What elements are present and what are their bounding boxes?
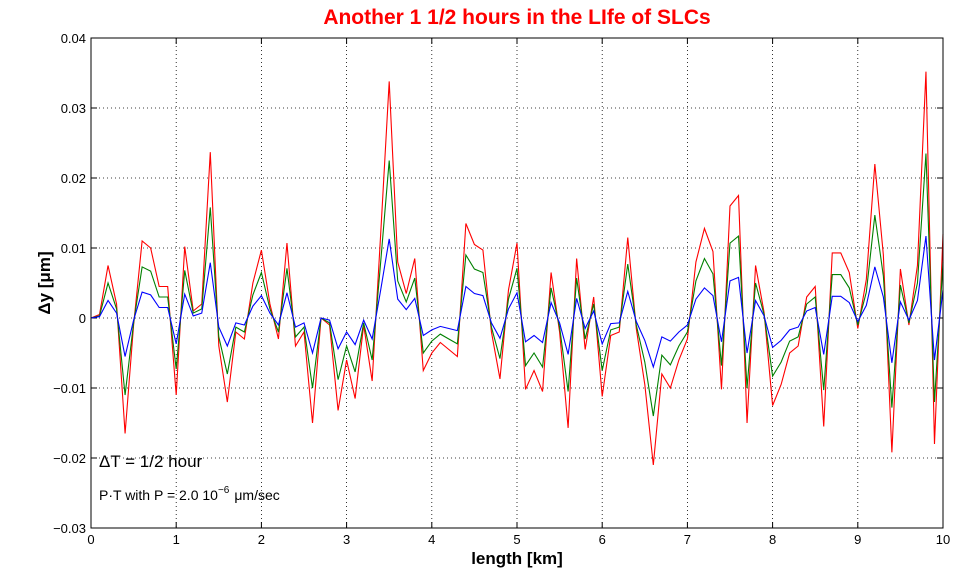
y-axis-label: Δy [μm] bbox=[35, 251, 54, 314]
x-tick-label: 0 bbox=[87, 532, 94, 547]
data-line bbox=[90, 153, 944, 417]
x-tick-label: 6 bbox=[599, 532, 606, 547]
x-tick-label: 10 bbox=[936, 532, 950, 547]
x-tick-label: 4 bbox=[428, 532, 435, 547]
y-tick-label: −0.03 bbox=[53, 521, 86, 536]
data-line bbox=[90, 71, 944, 466]
chart-title: Another 1 1/2 hours in the LIfe of SLCs bbox=[323, 6, 710, 29]
annotation: ΔT = 1/2 hour bbox=[99, 452, 203, 471]
annotation-part: P·T with P = 2.0 10 bbox=[99, 487, 218, 503]
annotation: P·T with P = 2.0 10−6 μm/sec bbox=[99, 485, 280, 503]
x-tick-label: 5 bbox=[513, 532, 520, 547]
x-tick-label: 3 bbox=[343, 532, 350, 547]
y-tick-label: 0.02 bbox=[61, 171, 86, 186]
y-tick-label: 0 bbox=[79, 311, 86, 326]
x-tick-label: 2 bbox=[258, 532, 265, 547]
y-tick-label: 0.01 bbox=[61, 241, 86, 256]
y-tick-label: −0.02 bbox=[53, 451, 86, 466]
data-line bbox=[90, 236, 944, 369]
x-tick-label: 7 bbox=[684, 532, 691, 547]
x-tick-label: 8 bbox=[769, 532, 776, 547]
annotation-superscript: −6 bbox=[218, 485, 230, 496]
y-tick-label: 0.04 bbox=[61, 31, 86, 46]
plot-frame bbox=[90, 37, 944, 529]
x-axis-label: length [km] bbox=[471, 549, 563, 568]
y-tick-label: 0.03 bbox=[61, 101, 86, 116]
y-tick-label: −0.01 bbox=[53, 381, 86, 396]
x-tick-label: 9 bbox=[854, 532, 861, 547]
x-tick-label: 1 bbox=[173, 532, 180, 547]
annotation-part: μm/sec bbox=[234, 487, 279, 503]
